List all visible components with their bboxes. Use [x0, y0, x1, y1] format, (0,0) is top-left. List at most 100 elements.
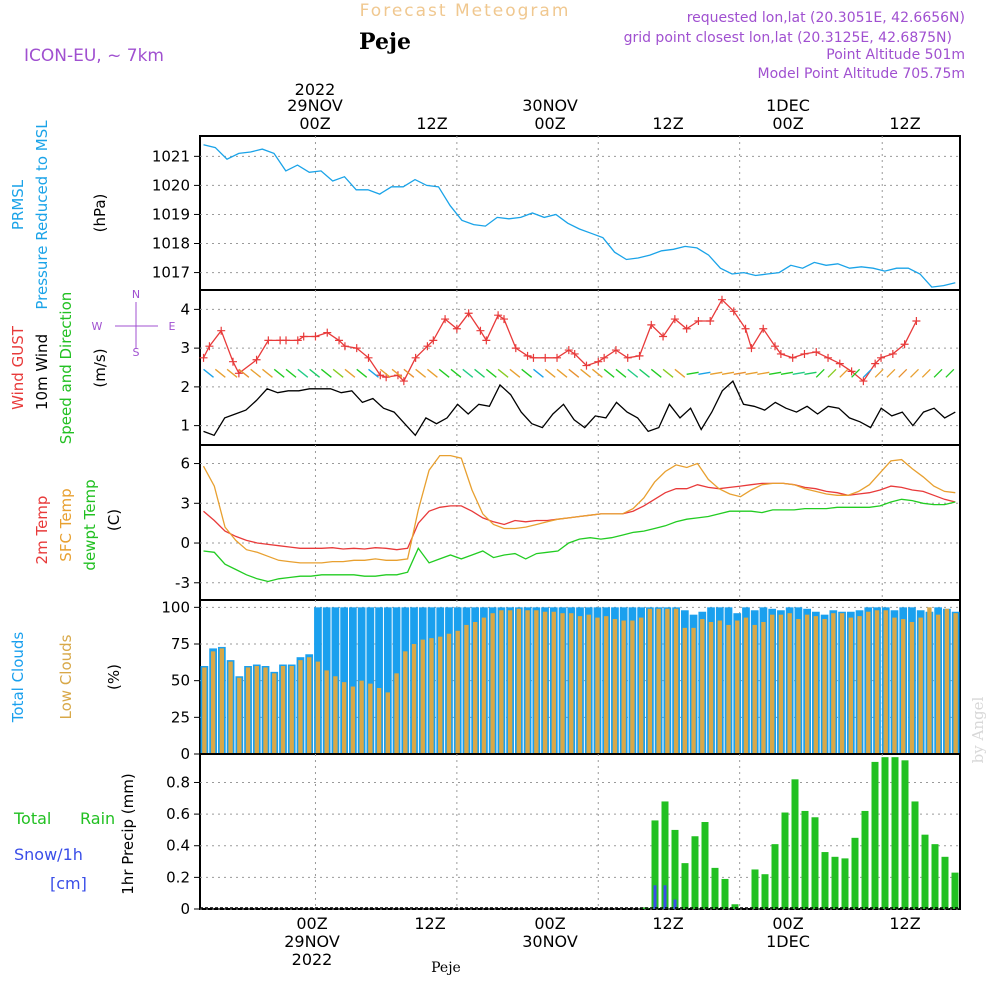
wind-arrow	[839, 368, 849, 378]
low-clouds-bar	[822, 619, 827, 754]
precip-label-cm: [cm]	[50, 874, 87, 893]
gust-marker	[771, 342, 780, 351]
gust-marker	[299, 332, 308, 341]
pressure-label-0: PRMSL	[9, 179, 27, 230]
rain-bar	[841, 858, 849, 909]
gust-marker	[335, 336, 344, 345]
chart-title: Forecast Meteogram	[360, 1, 571, 21]
rain-bar	[671, 829, 679, 909]
gust-marker	[399, 377, 408, 386]
wind-arrow	[556, 368, 568, 378]
wind-arrow	[250, 368, 262, 378]
low-clouds-bar	[848, 617, 853, 754]
model-altitude: Model Point Altitude 705.75m	[758, 66, 965, 82]
low-clouds-bar	[621, 620, 626, 754]
total-clouds-bar	[366, 607, 375, 754]
gust-marker	[205, 342, 214, 351]
rain-bar	[851, 837, 859, 909]
point-altitude: Point Altitude 501m	[826, 47, 965, 63]
gust-marker	[311, 332, 320, 341]
wind-arrow	[332, 368, 344, 378]
wind-arrow	[910, 368, 919, 378]
clouds-ytick-label: 50	[171, 672, 190, 690]
low-clouds-bar	[499, 610, 504, 754]
gust-marker	[423, 342, 432, 351]
low-clouds-bar	[735, 620, 740, 754]
low-clouds-bar	[237, 677, 242, 754]
wind-arrow	[921, 368, 931, 378]
gust-marker	[759, 324, 768, 333]
low-clouds-bar	[612, 619, 618, 754]
low-clouds-bar	[901, 619, 906, 754]
wind-series-wind-gust	[202, 298, 917, 383]
low-clouds-bar	[560, 613, 565, 754]
gust-marker	[888, 349, 897, 358]
low-clouds-bar	[534, 610, 539, 754]
rain-bar	[701, 822, 709, 909]
gust-marker	[600, 353, 609, 362]
low-clouds-bar	[359, 680, 364, 754]
temp-ytick-label: 6	[180, 455, 190, 473]
low-clouds-bar	[202, 667, 207, 754]
wind-arrow	[580, 368, 591, 378]
rain-bar	[691, 836, 699, 909]
wind-arrow	[509, 368, 521, 378]
wind-arrow	[427, 368, 438, 378]
wind-arrow	[898, 368, 908, 378]
top-hour-0: 00Z	[299, 114, 330, 133]
wind-arrow	[320, 368, 332, 378]
wind-arrow	[379, 368, 391, 378]
low-clouds-bar	[455, 630, 460, 754]
low-clouds-bar	[673, 608, 679, 754]
wind-arrow	[862, 368, 872, 378]
temp-frame	[199, 444, 961, 601]
rain-bar	[731, 904, 739, 909]
station-name: Peje	[359, 29, 411, 55]
precip-ytick-label: 0.6	[166, 805, 190, 823]
gust-marker	[553, 353, 562, 362]
low-clouds-bar	[481, 617, 487, 754]
low-clouds-bar	[324, 670, 329, 754]
compass-n: N	[132, 288, 140, 301]
gust-marker	[706, 317, 715, 325]
wind-arrow	[780, 371, 794, 375]
gust-marker	[452, 324, 461, 333]
wind-arrow	[710, 371, 723, 375]
gridpoint-coords: grid point closest lon,lat (20.3125E, 42…	[624, 30, 952, 46]
wind-arrow	[273, 368, 285, 378]
wind-arrow	[662, 368, 674, 378]
wind-arrow	[733, 371, 746, 375]
gust-marker	[835, 359, 844, 368]
wind-arrow	[203, 368, 214, 378]
low-clouds-bar	[219, 648, 225, 754]
wind-arrow	[769, 371, 782, 375]
gust-marker	[199, 353, 208, 362]
wind-arrow	[650, 368, 662, 378]
bottom-hour-4: 00Z	[772, 914, 803, 933]
low-clouds-bar	[210, 651, 216, 754]
gust-marker	[523, 351, 532, 360]
low-clouds-bar	[630, 620, 635, 754]
wind-arrow	[238, 368, 250, 378]
rain-bar	[791, 779, 799, 909]
wind-arrow	[674, 368, 686, 378]
gust-marker	[511, 344, 520, 353]
wind-arrow	[344, 368, 356, 378]
pressure-label-1: Pressure Reduced to MSL	[33, 120, 51, 310]
low-clouds-bar	[280, 666, 286, 754]
gust-marker	[741, 324, 750, 333]
rain-bar	[901, 760, 909, 909]
wind-arrow	[285, 368, 297, 378]
bottom-hour-0: 00Z	[296, 914, 327, 933]
wind-arrow	[544, 368, 556, 378]
gust-marker	[800, 349, 809, 358]
bottom-hour-3: 12Z	[652, 914, 683, 933]
rain-bar	[941, 856, 949, 909]
bottom-date-0: 29NOV	[284, 932, 340, 951]
bottom-year: 2022	[292, 950, 333, 969]
snow-bar	[653, 885, 657, 909]
low-clouds-bar	[446, 633, 452, 754]
low-clouds-bar	[577, 616, 583, 754]
rain-bar	[871, 761, 879, 909]
gust-marker	[659, 332, 668, 341]
